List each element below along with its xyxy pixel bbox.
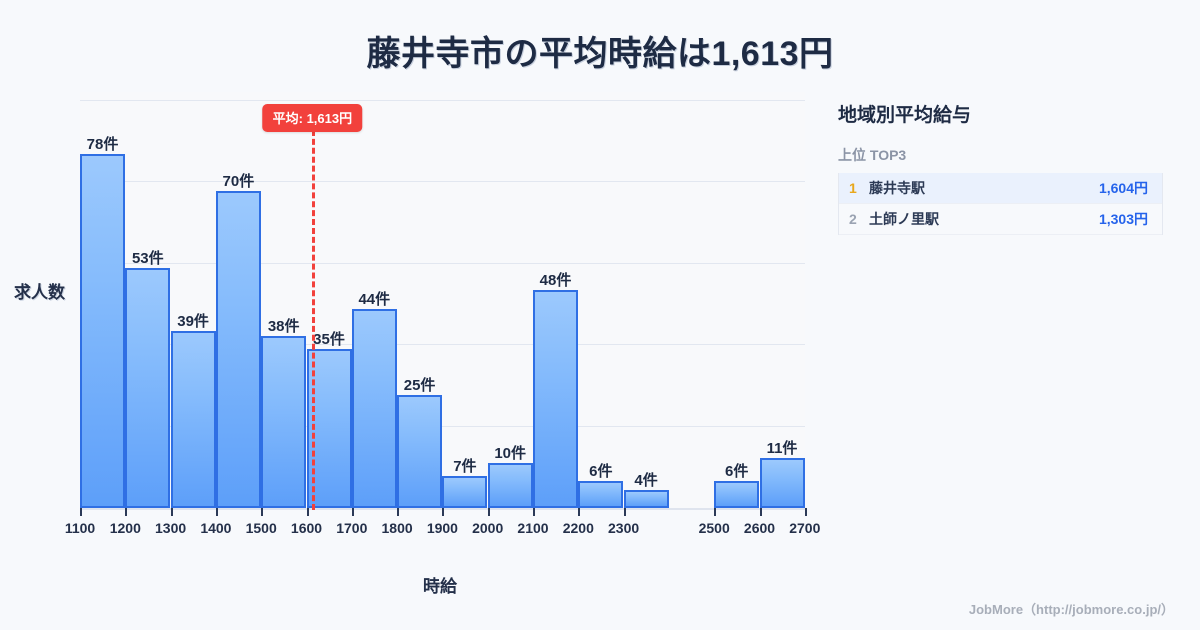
x-axis-tick xyxy=(533,508,535,516)
bar-value-label: 78件 xyxy=(86,136,119,154)
gridline xyxy=(80,344,805,345)
bar xyxy=(533,290,578,508)
ranking-position: 1 xyxy=(849,180,857,196)
ranking-wage-value: 1,604円 xyxy=(1098,180,1148,196)
x-axis-tick xyxy=(306,508,309,516)
bar-series: 78件 53件 39件 70件 38件 35件 44件 25件 7件 10件 48件 6件 4件 6件 11… xyxy=(80,92,805,510)
x-axis-tick xyxy=(442,508,445,516)
bar xyxy=(442,476,488,508)
ranking-row[interactable]: 2 土師ノ里駅 1,303円 xyxy=(839,204,1162,235)
x-axis-tick-label: 2100 xyxy=(517,520,549,536)
gridline xyxy=(80,181,805,182)
bar xyxy=(170,331,216,508)
bar xyxy=(125,267,171,508)
x-axis-tick xyxy=(578,508,581,516)
x-axis-tick-label: 1900 xyxy=(426,520,458,536)
x-axis-tick-label: 1800 xyxy=(381,520,413,536)
bar-value-label: 7件 xyxy=(453,458,477,476)
x-axis-tick-label: 1300 xyxy=(155,520,187,536)
x-axis-tick-label: 2300 xyxy=(608,520,640,536)
ranking-row[interactable]: 1 藤井寺駅 1,604円 xyxy=(839,173,1162,204)
bar-value-label: 39件 xyxy=(177,313,209,331)
x-axis-tick-label: 1500 xyxy=(245,520,277,536)
x-axis-tick-label: 2000 xyxy=(472,520,504,536)
average-badge: 平均: 1,613円 xyxy=(262,104,363,132)
x-axis-tick-label: 2200 xyxy=(562,520,594,536)
bar xyxy=(397,394,443,508)
region-panel-title: 地域別平均給与 xyxy=(838,105,972,126)
ranking-station-name: 土師ノ里駅 xyxy=(869,211,939,227)
x-axis-tick xyxy=(125,508,128,516)
gridline xyxy=(80,100,805,101)
x-axis-tick xyxy=(759,508,762,516)
x-axis-tick-label: 2500 xyxy=(698,520,730,536)
x-axis-tick xyxy=(623,508,626,516)
bar xyxy=(215,190,261,508)
x-axis-tick xyxy=(215,508,218,516)
ranking-station-name: 藤井寺駅 xyxy=(869,180,925,196)
bar xyxy=(487,462,533,508)
x-axis-tick xyxy=(351,508,354,516)
bar-value-label: 53件 xyxy=(131,249,164,267)
y-axis-title: 求人数 xyxy=(14,283,65,302)
region-salary-panel: 地域別平均給与 上位 TOP3 1 藤井寺駅 1,604円 2 土師ノ里駅 1,303円 xyxy=(838,100,1163,235)
x-axis-title: 時給 xyxy=(423,577,457,596)
bar-value-label: 6件 xyxy=(725,462,749,480)
bar xyxy=(714,480,760,508)
x-axis-tick xyxy=(804,508,807,516)
page-title: 藤井寺市の平均時給は1,613円 xyxy=(366,35,834,73)
ranking-wage-value: 1,303円 xyxy=(1098,211,1148,227)
bar xyxy=(759,458,805,508)
bar-value-label: 6件 xyxy=(589,462,613,480)
bar xyxy=(623,489,669,508)
bar xyxy=(578,480,624,508)
bar-value-label: 11件 xyxy=(766,440,798,458)
bar xyxy=(351,308,397,508)
x-axis-tick-label: 1100 xyxy=(64,520,96,536)
x-axis-tick xyxy=(80,508,82,516)
x-axis-tick xyxy=(170,508,173,516)
bar-value-label: 44件 xyxy=(358,290,391,308)
footer-watermark: JobMore（http://jobmore.co.jp/） xyxy=(968,602,1174,617)
bar xyxy=(261,335,307,508)
x-axis-tick xyxy=(487,508,490,516)
x-axis-tick xyxy=(261,508,264,516)
x-axis-tick-label: 1600 xyxy=(290,520,323,536)
bar-value-label: 25件 xyxy=(403,376,436,394)
x-axis-tick-label: 1200 xyxy=(109,520,141,536)
gridline xyxy=(80,263,805,264)
ranking-list: 1 藤井寺駅 1,604円 2 土師ノ里駅 1,303円 xyxy=(838,173,1163,235)
bar xyxy=(80,154,125,508)
bar-value-label: 48件 xyxy=(539,272,572,290)
x-axis-tick xyxy=(714,508,717,516)
average-line xyxy=(312,130,316,510)
region-panel-subtitle: 上位 TOP3 xyxy=(838,147,907,163)
x-axis-tick-label: 2600 xyxy=(743,520,776,536)
bar-value-label: 38件 xyxy=(267,317,300,335)
ranking-position: 2 xyxy=(849,211,857,227)
bar-value-label: 70件 xyxy=(222,172,255,190)
gridline xyxy=(80,426,805,427)
bar-value-label: 4件 xyxy=(634,471,658,489)
x-axis-tick-label: 1700 xyxy=(336,520,368,536)
bar-value-label: 35件 xyxy=(313,331,345,349)
x-axis-tick-label: 2700 xyxy=(789,520,821,536)
bar-value-label: 10件 xyxy=(494,444,527,462)
x-axis-tick xyxy=(397,508,400,516)
x-axis-tick-label: 1400 xyxy=(200,520,232,536)
